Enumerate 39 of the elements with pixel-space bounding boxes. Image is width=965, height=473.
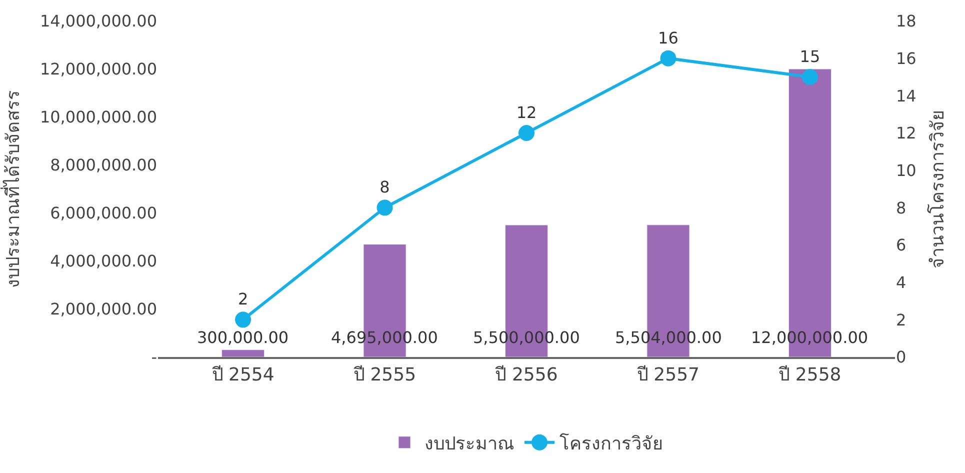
bar — [222, 350, 265, 357]
y-tick-label: 10,000,000.00 — [40, 108, 157, 127]
y2-tick-label: 18 — [896, 12, 916, 31]
point — [235, 312, 252, 328]
y2-tick-label: 6 — [896, 236, 906, 255]
x-tick-label: ปี 2556 — [495, 364, 558, 386]
x-tick-label: ปี 2558 — [778, 364, 842, 386]
y-axis-title: งบประมาณที่ได้รับจัดสรร — [0, 90, 24, 288]
x-tick-label: ปี 2555 — [354, 364, 416, 386]
data-label: 12 — [516, 103, 537, 122]
x-tick-label: ปี 2557 — [636, 364, 700, 386]
point — [802, 69, 818, 85]
y-tick-label: 14,000,000.00 — [40, 12, 157, 31]
y-tick-label: 2,000,000.00 — [50, 300, 157, 319]
data-label: 16 — [658, 28, 678, 48]
y2-tick-label: 4 — [896, 272, 906, 292]
y2-tick-label: 12 — [896, 124, 916, 143]
y-tick-label: 4,000,000.00 — [50, 252, 157, 271]
y-tick-label: 8,000,000.00 — [50, 156, 157, 175]
data-label: 2 — [238, 290, 248, 309]
data-label: 300,000.00 — [197, 328, 289, 347]
y2-tick-label: 2 — [896, 310, 906, 330]
y-tick-label: 12,000,000.00 — [40, 60, 157, 79]
point — [518, 125, 534, 141]
y2-tick-label: 10 — [896, 160, 916, 180]
y2-tick-label: 8 — [896, 198, 906, 218]
data-label: 8 — [380, 178, 390, 197]
point — [376, 200, 393, 216]
legend-label: โครงการวิจัย — [560, 432, 664, 454]
legend-label: งบประมาณ — [424, 433, 514, 454]
y-tick-label: - — [151, 348, 157, 367]
y2-axis-title: จำนวนโครงการวิจัย — [926, 110, 948, 268]
data-label: 15 — [800, 47, 820, 66]
y-tick-label: 6,000,000.00 — [50, 204, 157, 223]
point — [660, 50, 676, 66]
y2-tick-label: 14 — [896, 86, 916, 106]
x-tick-label: ปี 2554 — [212, 364, 274, 386]
y2-tick-label: 0 — [896, 348, 906, 367]
y2-tick-label: 16 — [896, 48, 916, 68]
